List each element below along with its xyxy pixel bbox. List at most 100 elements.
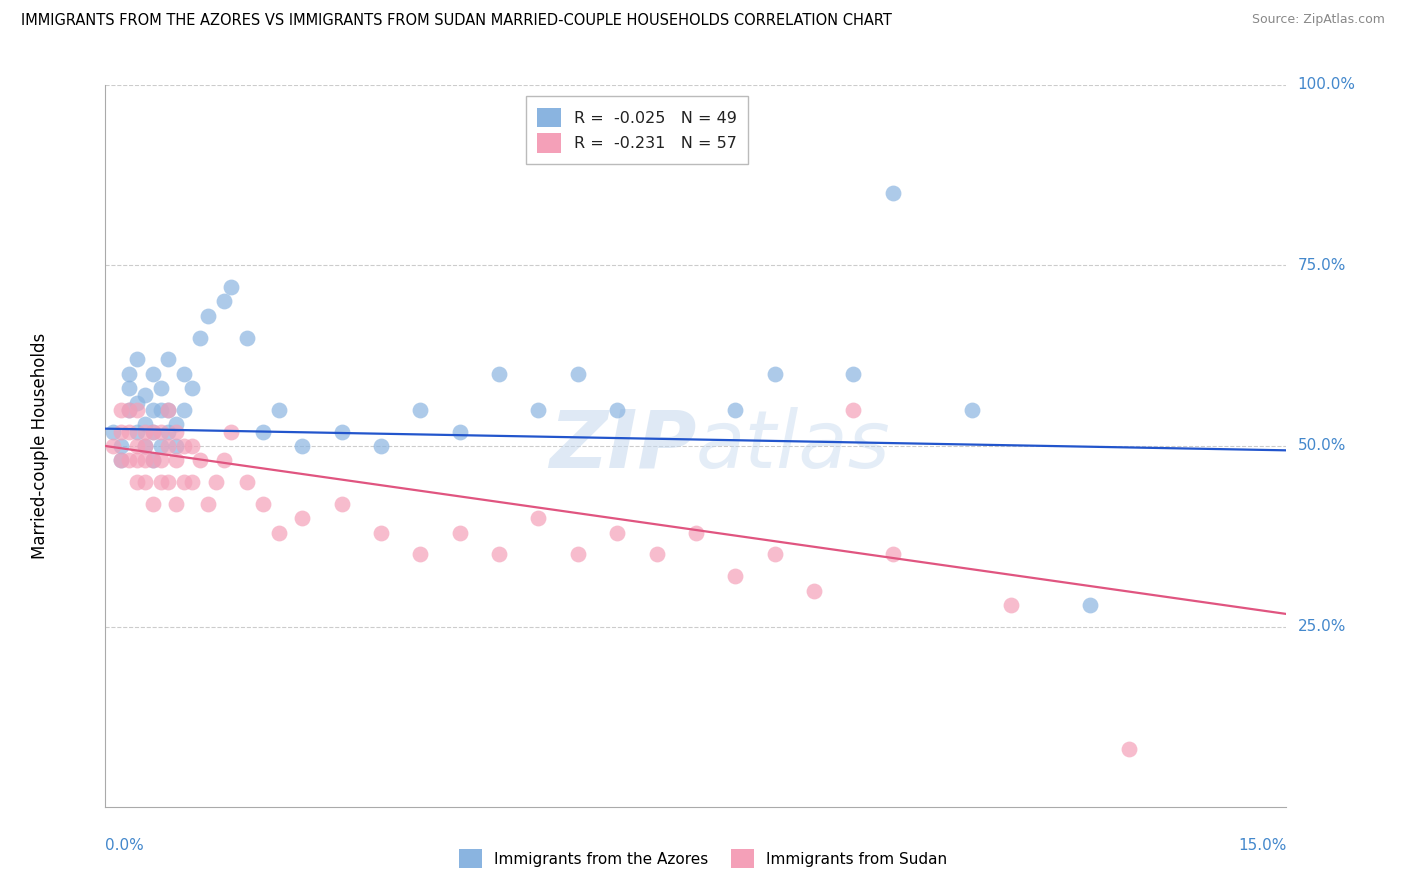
- Point: [236, 475, 259, 489]
- Point: [567, 367, 589, 381]
- Point: [188, 453, 211, 467]
- Point: [157, 352, 180, 367]
- Point: [330, 425, 353, 439]
- Point: [221, 425, 243, 439]
- Point: [118, 367, 141, 381]
- Point: [125, 352, 148, 367]
- Point: [267, 525, 290, 540]
- Point: [103, 439, 125, 453]
- Point: [149, 403, 172, 417]
- Point: [157, 403, 180, 417]
- Point: [763, 367, 786, 381]
- Point: [165, 417, 187, 432]
- Point: [204, 475, 226, 489]
- Point: [125, 395, 148, 409]
- Point: [157, 403, 180, 417]
- Point: [763, 548, 786, 562]
- Text: Source: ZipAtlas.com: Source: ZipAtlas.com: [1251, 13, 1385, 27]
- Point: [110, 403, 132, 417]
- Point: [803, 583, 825, 598]
- Point: [165, 497, 187, 511]
- Point: [449, 425, 471, 439]
- Point: [149, 453, 172, 467]
- Point: [165, 425, 187, 439]
- Point: [173, 439, 195, 453]
- Point: [118, 381, 141, 395]
- Point: [370, 525, 392, 540]
- Point: [142, 497, 165, 511]
- Point: [173, 403, 195, 417]
- Point: [134, 425, 156, 439]
- Point: [882, 186, 904, 201]
- Point: [149, 381, 172, 395]
- Point: [370, 439, 392, 453]
- Point: [149, 425, 172, 439]
- Point: [842, 367, 865, 381]
- Text: ZIP: ZIP: [548, 407, 696, 485]
- Point: [236, 331, 259, 345]
- Point: [110, 425, 132, 439]
- Point: [1000, 598, 1022, 612]
- Point: [173, 475, 195, 489]
- Point: [197, 497, 219, 511]
- Point: [409, 548, 432, 562]
- Point: [488, 367, 510, 381]
- Point: [212, 294, 235, 309]
- Point: [142, 403, 165, 417]
- Point: [157, 425, 180, 439]
- Text: Married-couple Households: Married-couple Households: [31, 333, 49, 559]
- Point: [960, 403, 983, 417]
- Point: [110, 453, 132, 467]
- Point: [149, 475, 172, 489]
- Point: [149, 439, 172, 453]
- Point: [409, 403, 432, 417]
- Point: [125, 403, 148, 417]
- Point: [267, 403, 290, 417]
- Point: [527, 511, 550, 525]
- Point: [134, 453, 156, 467]
- Point: [118, 453, 141, 467]
- Point: [142, 453, 165, 467]
- Point: [449, 525, 471, 540]
- Point: [291, 439, 314, 453]
- Point: [110, 453, 132, 467]
- Point: [212, 453, 235, 467]
- Point: [125, 439, 148, 453]
- Point: [142, 453, 165, 467]
- Point: [606, 525, 628, 540]
- Point: [103, 425, 125, 439]
- Point: [724, 403, 747, 417]
- Legend: Immigrants from the Azores, Immigrants from Sudan: Immigrants from the Azores, Immigrants f…: [451, 841, 955, 875]
- Point: [567, 548, 589, 562]
- Point: [252, 425, 274, 439]
- Point: [134, 388, 156, 402]
- Point: [165, 439, 187, 453]
- Text: 15.0%: 15.0%: [1239, 838, 1286, 853]
- Point: [1118, 742, 1140, 756]
- Point: [125, 453, 148, 467]
- Point: [685, 525, 707, 540]
- Point: [291, 511, 314, 525]
- Point: [606, 403, 628, 417]
- Point: [1078, 598, 1101, 612]
- Point: [157, 439, 180, 453]
- Point: [125, 475, 148, 489]
- Point: [134, 417, 156, 432]
- Text: IMMIGRANTS FROM THE AZORES VS IMMIGRANTS FROM SUDAN MARRIED-COUPLE HOUSEHOLDS CO: IMMIGRANTS FROM THE AZORES VS IMMIGRANTS…: [21, 13, 891, 29]
- Point: [181, 439, 204, 453]
- Point: [142, 425, 165, 439]
- Point: [221, 280, 243, 294]
- Point: [488, 548, 510, 562]
- Point: [197, 309, 219, 323]
- Point: [134, 439, 156, 453]
- Point: [134, 475, 156, 489]
- Point: [118, 425, 141, 439]
- Point: [134, 439, 156, 453]
- Point: [142, 425, 165, 439]
- Point: [252, 497, 274, 511]
- Point: [125, 425, 148, 439]
- Text: atlas: atlas: [696, 407, 891, 485]
- Point: [724, 569, 747, 583]
- Point: [330, 497, 353, 511]
- Point: [645, 548, 668, 562]
